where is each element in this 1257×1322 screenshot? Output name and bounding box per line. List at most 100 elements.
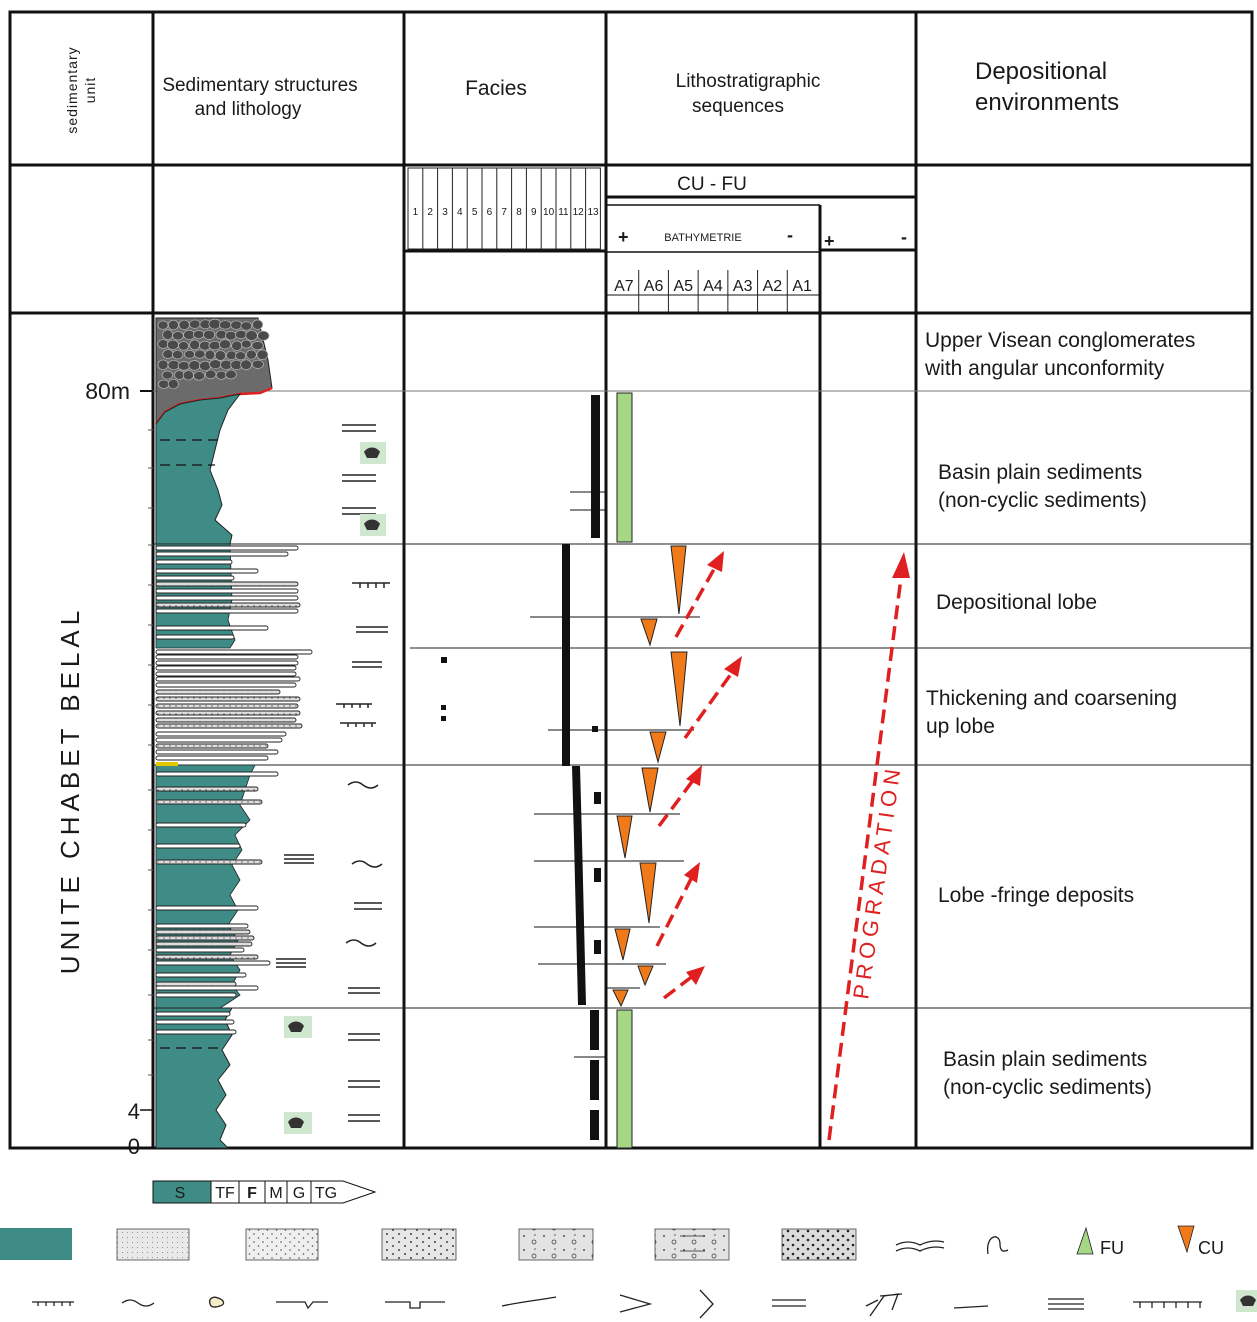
pebble: [235, 351, 247, 361]
sub-headers: CU - FU BATHYMETRIE + - + - 1 2 3 4 5 6 7 8 9 10 1…: [407, 167, 907, 313]
cu-triangle-icon: [637, 965, 654, 987]
pebble: [225, 330, 237, 341]
parallel-lamination-icon: [348, 1080, 380, 1088]
facies-number: 11: [558, 207, 569, 218]
facies-marks: [441, 395, 601, 1140]
sand-bed: [155, 559, 233, 565]
sand-bed: [155, 947, 245, 953]
pebble: [193, 349, 206, 359]
slump-icon: [1133, 1301, 1202, 1308]
pebble: [167, 319, 179, 331]
sand-bed: [155, 843, 241, 849]
pebble: [234, 329, 248, 339]
parallel-lamination-icon: [352, 661, 382, 668]
bracket-icon: [699, 1289, 714, 1319]
log-ticks: [148, 429, 153, 1076]
pebble: [240, 321, 253, 331]
flute-icon: [987, 1236, 1009, 1255]
sand-bed: [155, 737, 283, 743]
sand-bed: [155, 625, 269, 631]
thick-lamination-icon: [1048, 1298, 1084, 1310]
sand-beds: [155, 545, 313, 1035]
fossil-icon: [1236, 1290, 1257, 1312]
sand-bed: [155, 749, 279, 755]
shale-swatch: [0, 1228, 72, 1260]
medium-sand-swatch: [381, 1228, 457, 1261]
legend-cu-label: CU: [1198, 1238, 1224, 1258]
legend-row-1: FU CU: [0, 1225, 1224, 1261]
pebble: [214, 350, 227, 361]
mud-clast-sand-swatch: [654, 1228, 730, 1261]
fu-triangle-icon: [1076, 1226, 1094, 1255]
pebble: [167, 378, 179, 390]
pebble: [209, 359, 222, 370]
flat-ticked-line-icon: [336, 703, 372, 708]
pebble: [158, 379, 170, 389]
a-scale-label: A2: [763, 278, 783, 295]
facies-number: 4: [457, 207, 463, 218]
sand-bed: [155, 710, 301, 716]
sand-bed: [155, 665, 297, 671]
sand-bed: [155, 575, 235, 581]
cufu-label: CU - FU: [677, 174, 747, 195]
facies-number-scale: 1 2 3 4 5 6 7 8 9 10 11 12 13: [407, 167, 601, 250]
convolute-wave-icon: [347, 781, 379, 789]
convolute-wave-icon: [345, 939, 377, 947]
sand-bed: [155, 929, 251, 935]
a-scale-label: A4: [703, 278, 723, 295]
sand-bed: [155, 972, 247, 978]
facies-number: 10: [543, 207, 555, 218]
bathymetry-a-scale: A7 A6 A5 A4 A3 A2 A1: [614, 270, 812, 313]
bathy-minus: -: [787, 225, 793, 245]
sand-bed: [155, 1019, 235, 1025]
fossil-icon: [284, 1112, 312, 1134]
cu-triangle-icon: [670, 545, 687, 615]
sand-bed: [155, 743, 269, 749]
env-2-line1: Basin plain sediments: [938, 461, 1142, 484]
very-fine-sand-swatch: [116, 1228, 190, 1261]
progradation-small-arrows: [655, 561, 904, 1141]
sand-bed: [155, 786, 259, 792]
pebble: [208, 318, 222, 330]
facies-header: Facies: [465, 77, 527, 100]
flat-icon: [953, 1305, 989, 1309]
pebble: [230, 320, 243, 330]
fossil-icon: [360, 514, 386, 536]
grain-f: F: [247, 1185, 257, 1202]
facies-number: 12: [573, 207, 585, 218]
pebble: [231, 340, 243, 351]
convolute-icon: [895, 1240, 945, 1252]
pebble: [251, 359, 264, 369]
sand-bed: [155, 608, 299, 614]
parallel-lamination-icon: [772, 1299, 806, 1307]
cu-triangle-icon: [1177, 1225, 1195, 1254]
sand-bed: [155, 551, 289, 557]
parallel-lamination-icon: [342, 507, 376, 515]
dashed-lines: [160, 439, 220, 1049]
a-scale-label: A3: [733, 278, 753, 295]
a-scale-label: A7: [614, 278, 634, 295]
cu-triangle-icon: [612, 989, 629, 1008]
pebble: [225, 369, 237, 380]
sand-bed: [155, 1029, 237, 1035]
sand-bed: [155, 588, 299, 594]
unit-name: UNITE CHABET BELAL: [55, 606, 85, 974]
facies-number: 3: [442, 207, 448, 218]
cu-triangle-icon: [649, 731, 667, 764]
env-1-line1: Upper Visean conglomerates: [925, 329, 1195, 352]
unit-header-line1: sedimentary: [64, 46, 80, 133]
sand-bed: [155, 822, 247, 828]
pebble: [162, 329, 174, 340]
pebble: [256, 349, 269, 361]
sand-bed: [155, 717, 297, 723]
sand-bed: [155, 649, 313, 655]
parallel-lamination-icon: [342, 474, 376, 482]
sand-bed: [155, 731, 287, 737]
sand-bed: [155, 1011, 231, 1017]
pebble: [252, 319, 264, 330]
sand-bed: [155, 634, 235, 640]
unit-header-line2: unit: [82, 77, 98, 104]
sand-bed: [155, 985, 259, 991]
fu-bar-lower: [616, 1009, 633, 1149]
